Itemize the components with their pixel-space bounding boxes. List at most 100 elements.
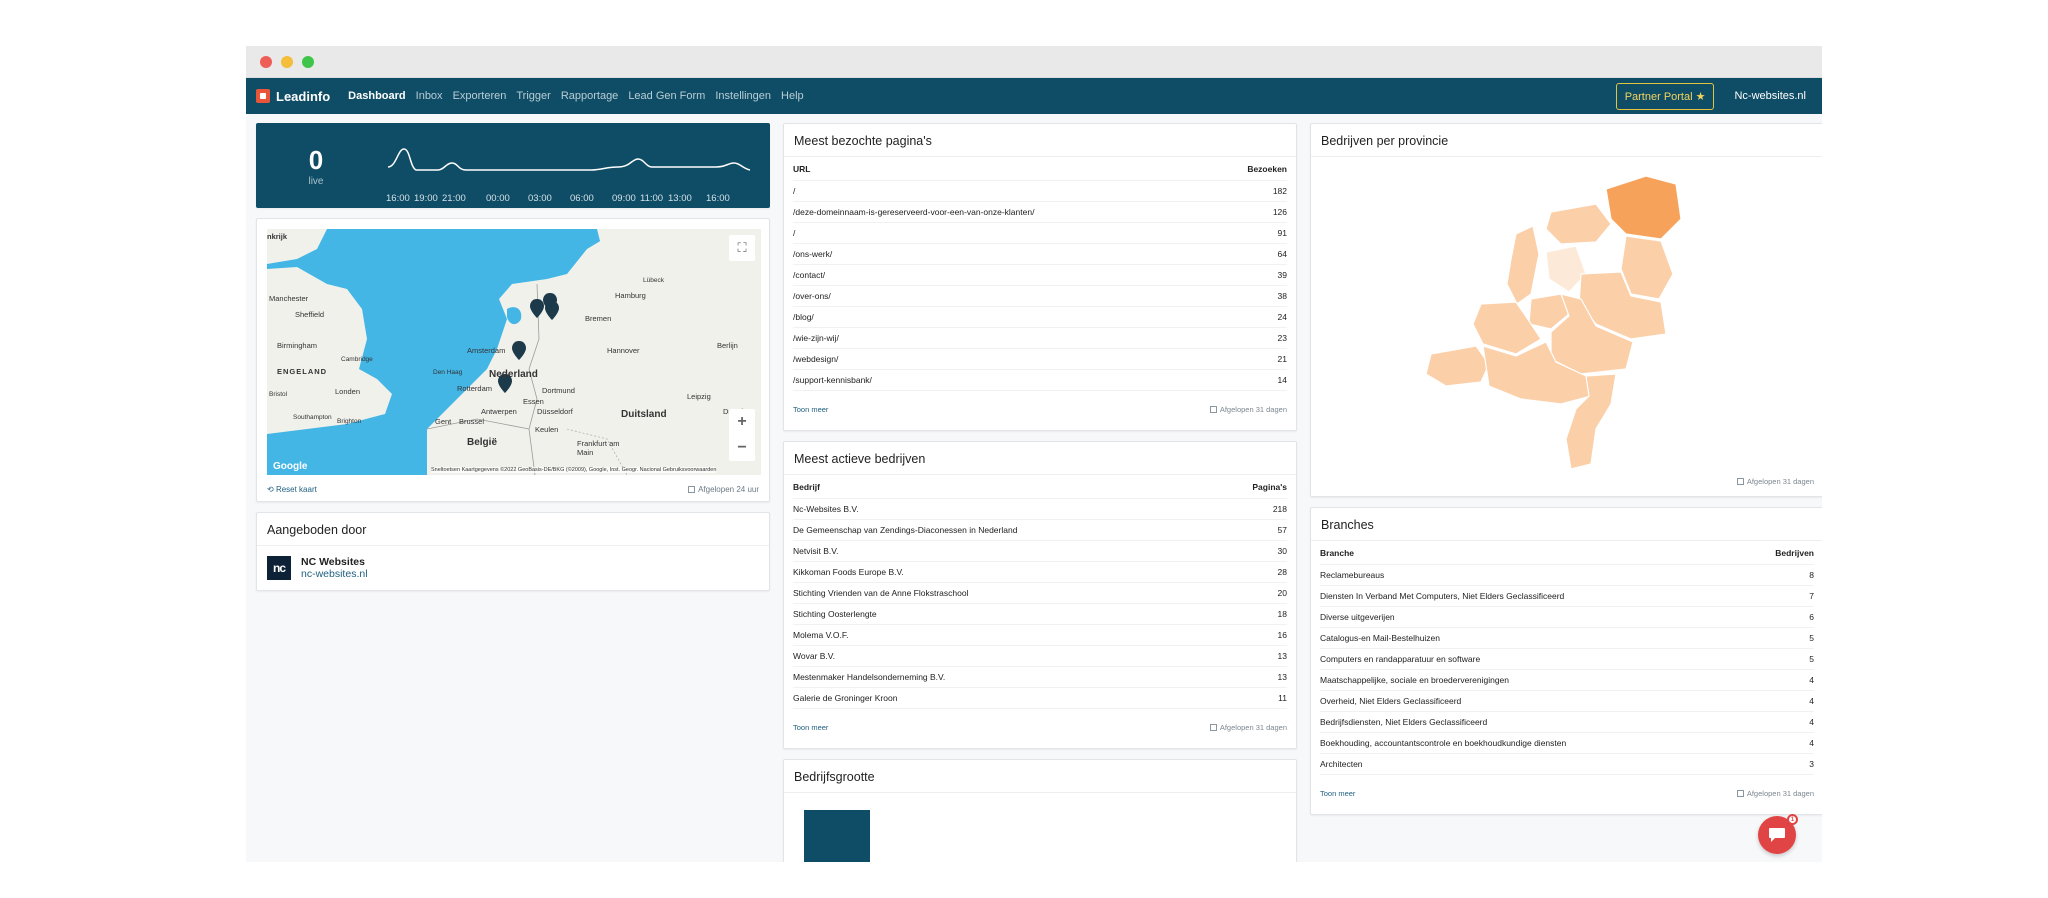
nav-item-inbox[interactable]: Inbox [415,90,443,102]
table-row[interactable]: Overheid, Niet Elders Geclassificeerd 4 [1320,691,1814,712]
row-branch: Overheid, Niet Elders Geclassificeerd [1320,696,1462,706]
table-row[interactable]: /deze-domeinnaam-is-gereserveerd-voor-ee… [793,202,1287,223]
table-row[interactable]: Stichting Vrienden van de Anne Flokstras… [793,583,1287,604]
map-label: Frankfurt am Main [577,439,620,457]
row-company: Stichting Vrienden van de Anne Flokstras… [793,588,969,598]
row-count: 24 [1277,312,1287,322]
table-row[interactable]: /support-kennisbank/14 [793,370,1287,391]
table-row[interactable]: Diverse uitgeverijen 6 [1320,607,1814,628]
map-label: Antwerpen [481,407,517,416]
table-row[interactable]: Boekhouding, accountantscontrole en boek… [1320,733,1814,754]
table-row[interactable]: Kikkoman Foods Europe B.V. 28 [793,562,1287,583]
map-label: Den Haag [433,369,463,376]
row-count: 11 [1278,693,1287,703]
map-label: Duitsland [621,409,667,420]
zoom-out-icon[interactable]: − [737,439,747,456]
map-label: Bristol [269,391,288,398]
chat-widget-button[interactable]: 1 [1758,814,1798,854]
table-row[interactable]: Maatschappelijke, sociale en broedervere… [1320,670,1814,691]
row-company: Netvisit B.V. [793,546,839,556]
close-window-icon[interactable] [260,55,272,68]
row-count: 64 [1277,249,1287,259]
chat-badge: 1 [1787,814,1798,825]
nav-item-dashboard[interactable]: Dashboard [348,90,406,102]
company-size-bar[interactable] [804,810,870,862]
left-column: 0 live 16:00 19:00 21:00 00:00 03:00 06:… [256,123,770,601]
row-count: 13 [1277,651,1287,661]
tick-label: 09:00 [612,192,636,204]
table-row[interactable]: Wovar B.V. 13 [793,646,1287,667]
brand-logo[interactable]: Leadinfo [256,89,330,104]
top-pages-table: URL Bezoeken / 182 /deze-domeinnaam-is-ge… [784,157,1296,391]
site-selector[interactable]: Nc-websites.nl [1734,90,1806,102]
reset-map-button[interactable]: ⟲ Reset kaart [267,485,317,494]
table-row[interactable]: Galerie de Groninger Kroon 11 [793,688,1287,709]
nav-item-help[interactable]: Help [781,90,804,102]
nav-item-rapportage[interactable]: Rapportage [560,90,619,102]
map-label: Brighton [337,418,362,425]
table-row[interactable]: Reclamebureaus 8 [1320,565,1814,586]
table-row[interactable]: Architecten 3 [1320,754,1814,775]
nav-item-exporteren[interactable]: Exporteren [452,90,507,102]
table-row[interactable]: Netvisit B.V. 30 [793,541,1287,562]
table-row[interactable]: Stichting Oosterlengte 18 [793,604,1287,625]
table-row[interactable]: Nc-Websites B.V. 218 [793,499,1287,520]
offered-company-link[interactable]: nc-websites.nl [301,568,368,580]
row-count: 39 [1277,270,1287,280]
table-row[interactable]: Computers en randapparatuur en software 5 [1320,649,1814,670]
maximize-window-icon[interactable] [302,55,314,68]
nav-item-instellingen[interactable]: Instellingen [715,90,772,102]
table-row[interactable]: De Gemeenschap van Zendings-Diaconessen … [793,520,1287,541]
google-logo[interactable]: Google [273,461,308,472]
row-count: 21 [1277,354,1287,364]
table-header: Bedrijf Pagina's [793,475,1287,499]
live-sparkline: 16:00 19:00 21:00 00:00 03:00 06:00 09:0… [386,131,756,204]
table-row[interactable]: /wie-zijn-wij/23 [793,328,1287,349]
row-branch: Boekhouding, accountantscontrole en boek… [1320,738,1567,748]
row-url: /webdesign/ [793,354,839,364]
map-label: Lübeck [643,277,664,284]
table-row[interactable]: /contact/39 [793,265,1287,286]
minimize-window-icon[interactable] [281,55,293,68]
table-row[interactable]: Catalogus-en Mail-Bestelhuizen 5 [1320,628,1814,649]
col-companies: Bedrijven [1775,547,1814,558]
tick-label: 13:00 [668,192,692,204]
table-row[interactable]: /ons-werk/64 [793,244,1287,265]
pages-show-more-link[interactable]: Toon meer [793,405,829,414]
table-row[interactable]: Diensten In Verband Met Computers, Niet … [1320,586,1814,607]
map-label: Sheffield [295,310,325,319]
map-label: Nederland [489,369,538,380]
row-company: Stichting Oosterlengte [793,609,877,619]
row-count: 30 [1277,546,1287,556]
row-count: 16 [1277,630,1287,640]
table-row[interactable]: Bedrijfsdiensten, Niet Elders Geclassifi… [1320,712,1814,733]
table-row[interactable]: Mestenmaker Handelsonderneming B.V. 13 [793,667,1287,688]
zoom-in-icon[interactable]: + [737,413,747,430]
companies-show-more-link[interactable]: Toon meer [793,723,829,732]
active-companies-table: Bedrijf Pagina's Nc-Websites B.V. 218 De … [784,475,1296,709]
pages-period-label: Afgelopen 31 dagen [1219,405,1287,414]
row-count: 3 [1809,759,1814,769]
partner-portal-button[interactable]: Partner Portal ★ [1615,82,1715,110]
row-count: 4 [1809,696,1814,706]
table-row[interactable]: /blog/24 [793,307,1287,328]
table-row[interactable]: Molema V.O.F. 16 [793,625,1287,646]
map-attribution[interactable]: Sneltoetsen Kaartgegevens ©2022 GeoBasis… [431,467,717,473]
province-groningen [1605,175,1682,240]
provinces-map[interactable] [1421,164,1721,474]
table-row[interactable]: / 182 [793,181,1287,202]
visitor-map[interactable]: nkrijk Manchester Sheffield Birmingham C… [267,229,761,475]
main-nav: Dashboard Inbox Exporteren Trigger Rappo… [348,90,803,102]
table-row[interactable]: /webdesign/21 [793,349,1287,370]
fullscreen-icon[interactable]: ⛶ [729,235,755,261]
row-url: / [793,228,796,238]
table-header: Branche Bedrijven [1320,541,1814,565]
nav-item-trigger[interactable]: Trigger [516,90,551,102]
row-url: /ons-werk/ [793,249,833,259]
table-row[interactable]: / 91 [793,223,1287,244]
leadinfo-logo-icon [256,89,270,103]
tick-label: 21:00 [442,192,466,204]
table-row[interactable]: /over-ons/38 [793,286,1287,307]
nav-item-lead-gen-form[interactable]: Lead Gen Form [628,90,706,102]
branches-show-more-link[interactable]: Toon meer [1320,789,1356,798]
